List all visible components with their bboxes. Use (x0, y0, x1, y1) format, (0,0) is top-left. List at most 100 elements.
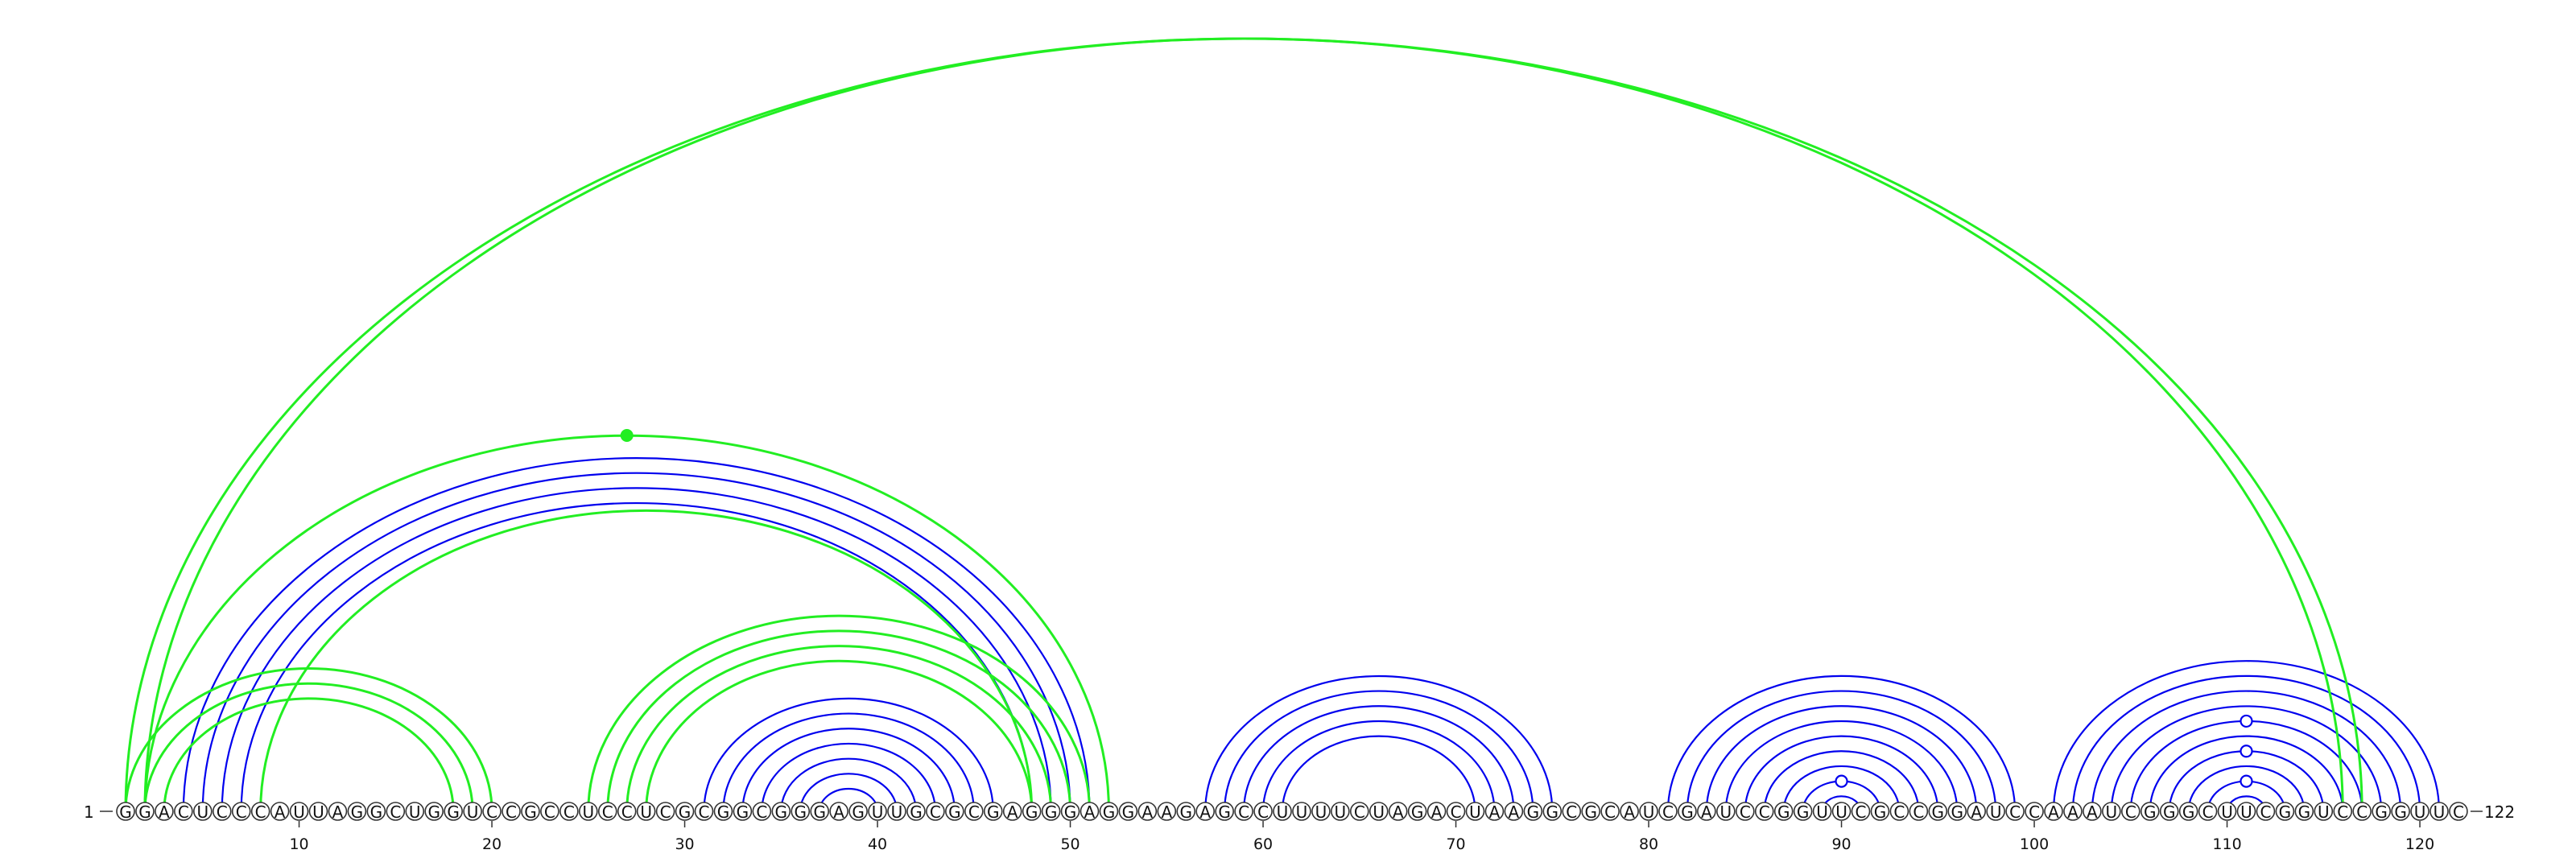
consensus-arc (741, 728, 956, 812)
nucleotide-circle (733, 802, 753, 821)
nucleotide-circle (1215, 802, 1234, 821)
nucleotide-letter: C (1759, 802, 1770, 822)
nucleotide-letter: C (1856, 802, 1867, 822)
nucleotide-circle (1002, 802, 1022, 821)
nucleotide-letter: U (891, 802, 903, 822)
nucleotide-circle (540, 802, 559, 821)
nucleotide-letter: G (813, 802, 826, 822)
arc-layer (124, 37, 2441, 812)
nucleotide-circle (2005, 802, 2025, 821)
nucleotide-letter: G (119, 802, 132, 822)
alternative-arc (259, 509, 1034, 812)
nucleotide-circle (2063, 802, 2083, 821)
nucleotide-circle (482, 802, 502, 821)
nucleotide-circle (1697, 802, 1716, 821)
nucleotide-letter: C (1451, 802, 1462, 822)
nucleotide-letter: G (1951, 802, 1964, 822)
nucleotide-circle (135, 802, 155, 821)
nucleotide-letter: C (2260, 802, 2271, 822)
nucleotide-letter: C (1257, 802, 1269, 822)
nucleotide-letter: A (332, 802, 344, 822)
nucleotide-letter: U (872, 802, 884, 822)
nucleotide-circle (366, 802, 386, 821)
nucleotide-circle (1523, 802, 1543, 821)
nucleotide-circle (193, 802, 213, 821)
nucleotide-circle (829, 802, 848, 821)
nucleotide-letter: C (236, 802, 247, 822)
nucleotide-letter: G (852, 802, 865, 822)
alternative-arc (124, 667, 493, 812)
nucleotide-circle (289, 802, 309, 821)
nucleotide-letter: C (178, 802, 189, 822)
nucleotide-letter: G (775, 802, 788, 822)
consensus-arc (703, 697, 994, 812)
nucleotide-letter: A (2048, 802, 2059, 822)
tick-label: 60 (1253, 835, 1273, 853)
nucleotide-letter: A (1701, 802, 1712, 822)
consensus-arc (819, 787, 879, 812)
nucleotide-circle (1909, 802, 1929, 821)
nucleotide-circle (1060, 802, 1080, 821)
nucleotide-circle (1928, 802, 1948, 821)
nucleotide-letter: U (1315, 802, 1327, 822)
nucleotide-letter: A (1431, 802, 1443, 822)
nucleotide-circle (1639, 802, 1658, 821)
nucleotide-circle (386, 802, 406, 821)
nucleotide-letter: U (1643, 802, 1655, 822)
nucleotide-circle (424, 802, 444, 821)
nucleotide-circle (945, 802, 964, 821)
nucleotide-letter: C (968, 802, 980, 822)
nucleotide-circle (752, 802, 772, 821)
nucleotide-letter: A (1161, 802, 1172, 822)
nucleotide-circle (2121, 802, 2140, 821)
nucleotide-circle (1851, 802, 1871, 821)
nucleotide-circle (636, 802, 656, 821)
nucleotide-circle (1600, 802, 1620, 821)
nucleotide-circle (2256, 802, 2276, 821)
nucleotide-letter: G (1797, 802, 1810, 822)
nucleotide-circle (906, 802, 926, 821)
nucleotide-letter: U (1277, 802, 1289, 822)
nucleotide-letter: G (1103, 802, 1116, 822)
nucleotide-letter: C (756, 802, 767, 822)
start-index-label: 1 (84, 802, 94, 822)
nucleotide-letter: C (1566, 802, 1577, 822)
nucleotide-circle (1658, 802, 1678, 821)
nucleotide-circle (1368, 802, 1389, 821)
filled-marker (620, 428, 634, 442)
nucleotide-circle (1947, 802, 1967, 821)
nucleotide-circle (1388, 802, 1408, 821)
nucleotide-circle (1080, 802, 1100, 821)
nucleotide-circle (2372, 802, 2391, 821)
nucleotide-letter: A (1489, 802, 1501, 822)
alternative-arc (163, 697, 455, 812)
nucleotide-circle (675, 802, 695, 821)
nucleotide-circle (2025, 802, 2044, 821)
consensus-arc (799, 773, 898, 812)
nucleotide-letter: C (621, 802, 633, 822)
nucleotide-circle (2178, 802, 2198, 821)
consensus-arc (1261, 720, 1496, 812)
nucleotide-circle (1484, 802, 1505, 821)
nucleotide-letter: U (2318, 802, 2330, 822)
alternative-arc (625, 645, 1053, 812)
alternative-arc (645, 659, 1034, 812)
nucleotide-circle (444, 802, 463, 821)
consensus-arc (2091, 690, 2402, 812)
nucleotide-circle (2391, 802, 2410, 821)
tick-label: 70 (1446, 835, 1465, 853)
nucleotide-circle (1195, 802, 1215, 821)
alternative-arc (606, 629, 1072, 812)
consensus-arc (1686, 690, 1997, 812)
nucleotide-circle (2429, 802, 2449, 821)
position-axis: 10 20 30 40 50 60 70 80 90 100 110 120 (289, 821, 2434, 853)
nucleotide-letter: A (1199, 802, 1211, 822)
nucleotide-letter: U (1469, 802, 1481, 822)
nucleotide-letter: C (1662, 802, 1674, 822)
nucleotide-circle (617, 802, 637, 821)
nucleotide-letter: G (2144, 802, 2157, 822)
nucleotide-letter: C (602, 802, 613, 822)
nucleotide-letter: U (409, 802, 421, 822)
